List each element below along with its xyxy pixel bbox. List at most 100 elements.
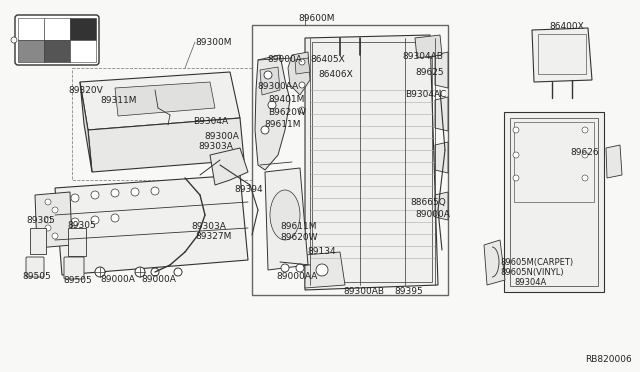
Text: B9304A: B9304A	[193, 117, 228, 126]
Circle shape	[111, 189, 119, 197]
Text: 89401M: 89401M	[268, 95, 305, 104]
Text: 89000A: 89000A	[267, 55, 302, 64]
Bar	[504, 112, 604, 292]
Text: 89394: 89394	[234, 185, 262, 194]
Polygon shape	[80, 82, 92, 172]
Text: 88665Q: 88665Q	[410, 198, 445, 207]
FancyBboxPatch shape	[15, 15, 99, 65]
Text: 89305: 89305	[26, 216, 55, 225]
Circle shape	[131, 188, 139, 196]
Polygon shape	[435, 192, 448, 220]
Text: 86400X: 86400X	[549, 22, 584, 31]
Circle shape	[261, 126, 269, 134]
Circle shape	[151, 187, 159, 195]
Bar	[72, 68, 254, 180]
Bar	[18, 18, 44, 40]
Bar	[252, 25, 448, 295]
Text: 89300AA: 89300AA	[257, 82, 298, 91]
Polygon shape	[435, 142, 448, 173]
Text: 89000A: 89000A	[415, 210, 450, 219]
Circle shape	[174, 268, 182, 276]
Bar	[538, 34, 586, 74]
Text: 89625: 89625	[415, 68, 444, 77]
Bar	[312, 42, 432, 282]
Polygon shape	[88, 118, 244, 172]
Text: 89505: 89505	[63, 276, 92, 285]
Text: 89304A: 89304A	[514, 278, 547, 287]
Text: 89395: 89395	[394, 287, 423, 296]
Circle shape	[582, 175, 588, 181]
Circle shape	[71, 194, 79, 202]
Circle shape	[91, 191, 99, 199]
Polygon shape	[295, 58, 310, 74]
Text: B9304AC: B9304AC	[405, 90, 446, 99]
Polygon shape	[435, 52, 448, 88]
Circle shape	[71, 218, 79, 226]
Text: 89600M: 89600M	[298, 14, 335, 23]
Polygon shape	[415, 35, 442, 58]
Text: 89611M: 89611M	[280, 222, 317, 231]
Text: 89605N(VINYL): 89605N(VINYL)	[500, 268, 564, 277]
Text: 89505: 89505	[22, 272, 51, 281]
Polygon shape	[115, 82, 215, 116]
Circle shape	[299, 82, 305, 88]
Text: 89000AA: 89000AA	[276, 272, 317, 281]
Circle shape	[281, 264, 289, 272]
Polygon shape	[532, 28, 592, 82]
Polygon shape	[288, 52, 310, 95]
Text: 86405X: 86405X	[310, 55, 345, 64]
Text: 89303A: 89303A	[198, 142, 233, 151]
Circle shape	[513, 127, 519, 133]
Circle shape	[296, 264, 304, 272]
Bar	[514, 122, 594, 202]
Text: 89304AB: 89304AB	[402, 52, 443, 61]
Text: B9620W: B9620W	[268, 108, 306, 117]
Bar	[30, 228, 46, 254]
Polygon shape	[260, 67, 280, 95]
Circle shape	[513, 175, 519, 181]
Circle shape	[45, 217, 51, 223]
Circle shape	[299, 59, 305, 65]
Circle shape	[135, 267, 145, 277]
Polygon shape	[215, 152, 235, 168]
Text: 89300M: 89300M	[195, 38, 232, 47]
Text: 89320V: 89320V	[68, 86, 103, 95]
Text: 89000A: 89000A	[100, 275, 135, 284]
Circle shape	[151, 268, 159, 276]
Polygon shape	[606, 145, 622, 178]
FancyBboxPatch shape	[26, 257, 44, 277]
Polygon shape	[435, 97, 448, 131]
Bar	[44, 18, 70, 40]
Bar	[28, 258, 42, 274]
Text: 89134: 89134	[307, 247, 335, 256]
Text: 89620W: 89620W	[280, 233, 317, 242]
Text: 89605M(CARPET): 89605M(CARPET)	[500, 258, 573, 267]
Text: 89000A: 89000A	[141, 275, 176, 284]
Circle shape	[45, 199, 51, 205]
Text: 89303A: 89303A	[191, 222, 226, 231]
Circle shape	[52, 207, 58, 213]
Circle shape	[316, 264, 328, 276]
Text: 89300A: 89300A	[204, 132, 239, 141]
Polygon shape	[255, 55, 290, 170]
Bar	[66, 258, 82, 276]
Circle shape	[513, 152, 519, 158]
FancyBboxPatch shape	[64, 257, 84, 279]
Circle shape	[52, 233, 58, 239]
Circle shape	[264, 71, 272, 79]
Polygon shape	[305, 252, 345, 288]
Circle shape	[111, 214, 119, 222]
Bar	[70, 18, 96, 40]
Bar	[70, 40, 96, 62]
Bar	[68, 228, 86, 256]
Circle shape	[299, 107, 305, 113]
Text: 86406X: 86406X	[318, 70, 353, 79]
Polygon shape	[265, 168, 308, 270]
Text: RB820006: RB820006	[585, 355, 632, 364]
Bar	[44, 40, 70, 62]
Circle shape	[91, 216, 99, 224]
Polygon shape	[35, 192, 72, 248]
Text: 89611M: 89611M	[264, 120, 301, 129]
Circle shape	[11, 37, 17, 43]
Text: 89300AB: 89300AB	[343, 287, 384, 296]
